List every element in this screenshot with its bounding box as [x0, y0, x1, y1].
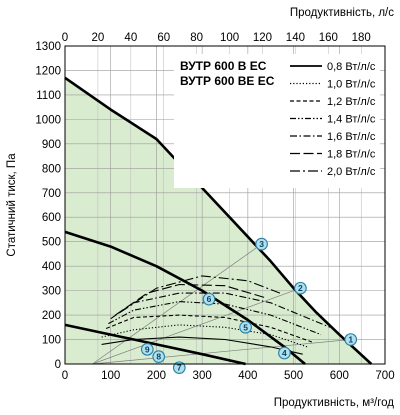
y-tick-label: 400	[42, 261, 61, 273]
y-tick-label: 700	[42, 188, 61, 200]
x-bottom-axis-title: Продуктивність, м³/год	[274, 397, 395, 409]
y-axis-title: Статичний тиск, Па	[6, 153, 18, 257]
operating-point-5: 5	[239, 320, 252, 334]
operating-area-fill	[65, 77, 372, 365]
y-tick-label: 0	[55, 359, 61, 371]
model-label-1: ВУТР 600 В ЕС	[180, 59, 267, 73]
x-top-axis-title: Продуктивність, л/с	[290, 7, 394, 19]
x-bottom-tick-label: 100	[101, 370, 120, 382]
operating-point-3: 3	[255, 237, 268, 251]
x-bottom-tick-label: 500	[284, 370, 303, 382]
x-bottom-tick-label: 200	[147, 370, 166, 382]
model-label-2: ВУТР 600 ВЕ ЕС	[180, 74, 275, 88]
legend-label-4: 1,4 Вт/л/с	[327, 114, 376, 126]
operating-point-label: 1	[348, 335, 353, 345]
legend-label-7: 2,0 Вт/л/с	[327, 166, 376, 178]
operating-point-label: 9	[145, 344, 150, 354]
sfp-lines	[101, 275, 331, 355]
fan-curve-low	[64, 323, 246, 366]
plot-frame	[64, 45, 386, 365]
operating-point-1: 1	[344, 333, 358, 346]
operating-point-marker	[255, 237, 268, 251]
x-top-tick-label: 120	[253, 32, 272, 44]
operating-point-marker	[152, 350, 166, 364]
legend-label-2: 1,0 Вт/л/с	[327, 79, 376, 91]
operating-point-9: 9	[140, 342, 154, 356]
operating-area	[65, 77, 372, 365]
y-tick-label: 800	[42, 163, 61, 175]
x-top-tick-label: 80	[190, 32, 203, 44]
operating-point-label: 6	[207, 294, 212, 304]
operating-point-7: 7	[172, 361, 186, 375]
operating-point-marker	[140, 342, 154, 356]
y-tick-label: 1000	[35, 114, 61, 126]
sfp-line-6	[114, 283, 267, 316]
y-tick-label: 1200	[35, 65, 61, 77]
legend-label-1: 0,8 Вт/л/с	[327, 61, 376, 73]
sfp-line-7	[119, 275, 281, 314]
x-top-tick-label: 0	[62, 32, 68, 44]
x-bottom-tick-label: 300	[193, 370, 212, 382]
x-top-tick-label: 100	[220, 32, 239, 44]
y-tick-label: 900	[42, 139, 61, 151]
operating-point-label: 7	[177, 363, 182, 373]
x-top-tick-label: 20	[92, 32, 105, 44]
operating-point-marker	[344, 333, 358, 346]
system-curves	[92, 243, 351, 365]
x-bottom-tick-label: 600	[330, 370, 349, 382]
sfp-line-1	[101, 336, 303, 355]
operating-point-label: 2	[298, 283, 303, 293]
legend-label-5: 1,6 Вт/л/с	[327, 131, 376, 143]
y-tick-label: 100	[42, 335, 61, 347]
operating-point-4: 4	[278, 346, 291, 360]
system-curve-1	[92, 339, 351, 365]
operating-point-marker	[294, 281, 307, 295]
operating-point-label: 5	[243, 322, 248, 332]
y-tick-label: 200	[42, 310, 61, 322]
x-top-tick-label: 40	[124, 32, 137, 44]
y-tick-label: 1300	[35, 41, 61, 53]
legend-label-3: 1,2 Вт/л/с	[327, 96, 376, 108]
operating-point-label: 8	[156, 352, 161, 362]
x-bottom-tick-label: 400	[238, 370, 257, 382]
legend-label-6: 1,8 Вт/л/с	[327, 149, 376, 161]
x-top-tick-label: 140	[286, 32, 305, 44]
legend-background	[174, 54, 380, 188]
operating-point-2: 2	[294, 281, 307, 295]
system-curve-3	[92, 243, 262, 365]
operating-point-label: 3	[259, 239, 264, 249]
operating-point-marker	[278, 346, 291, 360]
x-top-tick-label: 160	[319, 32, 338, 44]
operating-point-marker	[239, 320, 252, 334]
y-tick-label: 1100	[36, 90, 61, 102]
operating-point-6: 6	[202, 292, 216, 306]
operating-points: 1 2 3 4 5 6 7 89	[140, 237, 358, 375]
operating-point-label: 4	[282, 348, 287, 358]
x-bottom-tick-label: 0	[62, 370, 68, 382]
y-tick-label: 500	[42, 237, 61, 249]
sfp-line-4	[108, 301, 322, 336]
x-top-tick-label: 60	[157, 32, 170, 44]
y-tick-label: 300	[42, 286, 61, 298]
operating-point-marker	[172, 361, 186, 375]
system-curve-2	[92, 287, 301, 365]
operating-point-8: 8	[152, 350, 166, 364]
sfp-line-3	[105, 314, 313, 343]
x-top-tick-label: 180	[352, 32, 371, 44]
x-bottom-tick-label: 700	[375, 370, 394, 382]
operating-point-marker	[202, 292, 216, 306]
y-tick-label: 600	[42, 212, 61, 224]
